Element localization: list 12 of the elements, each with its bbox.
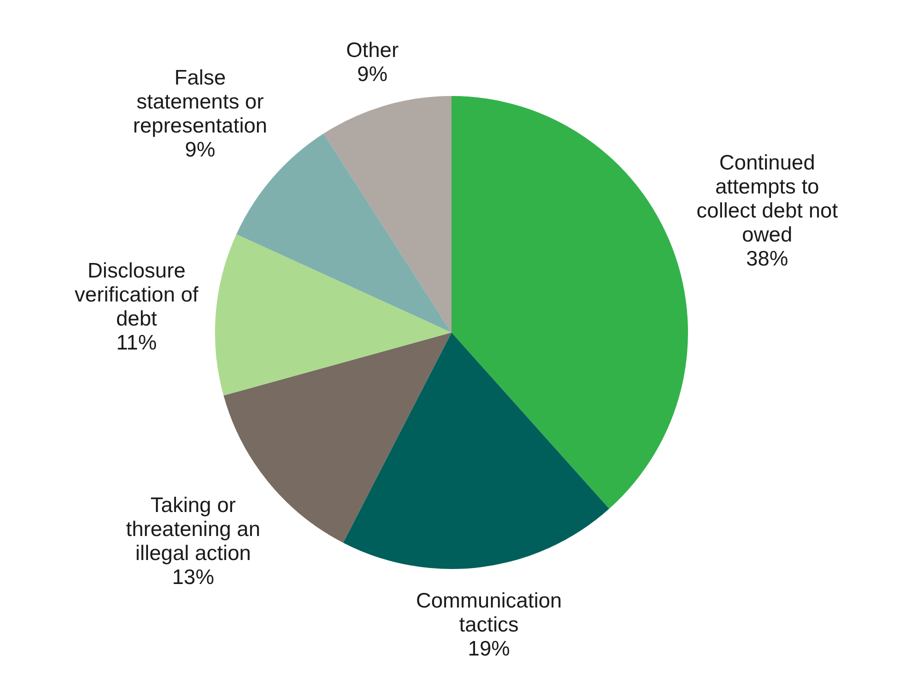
slice-label: Communication tactics (416, 589, 562, 636)
slice-label: Continued attempts to collect debt not owed (696, 152, 838, 247)
slice-label: False statements or representation (132, 66, 268, 138)
data-label: 9% (357, 62, 388, 86)
slice-label: Disclosure verification of debt (74, 259, 199, 330)
data-label: 9% (184, 138, 216, 162)
data-label: 13% (172, 566, 214, 590)
data-label: 38% (746, 248, 788, 271)
data-label: 19% (468, 637, 510, 660)
data-label: 11% (116, 331, 157, 354)
slice-label: Taking or threatening an illegal action (126, 494, 260, 566)
slice-label: Other (346, 38, 399, 62)
